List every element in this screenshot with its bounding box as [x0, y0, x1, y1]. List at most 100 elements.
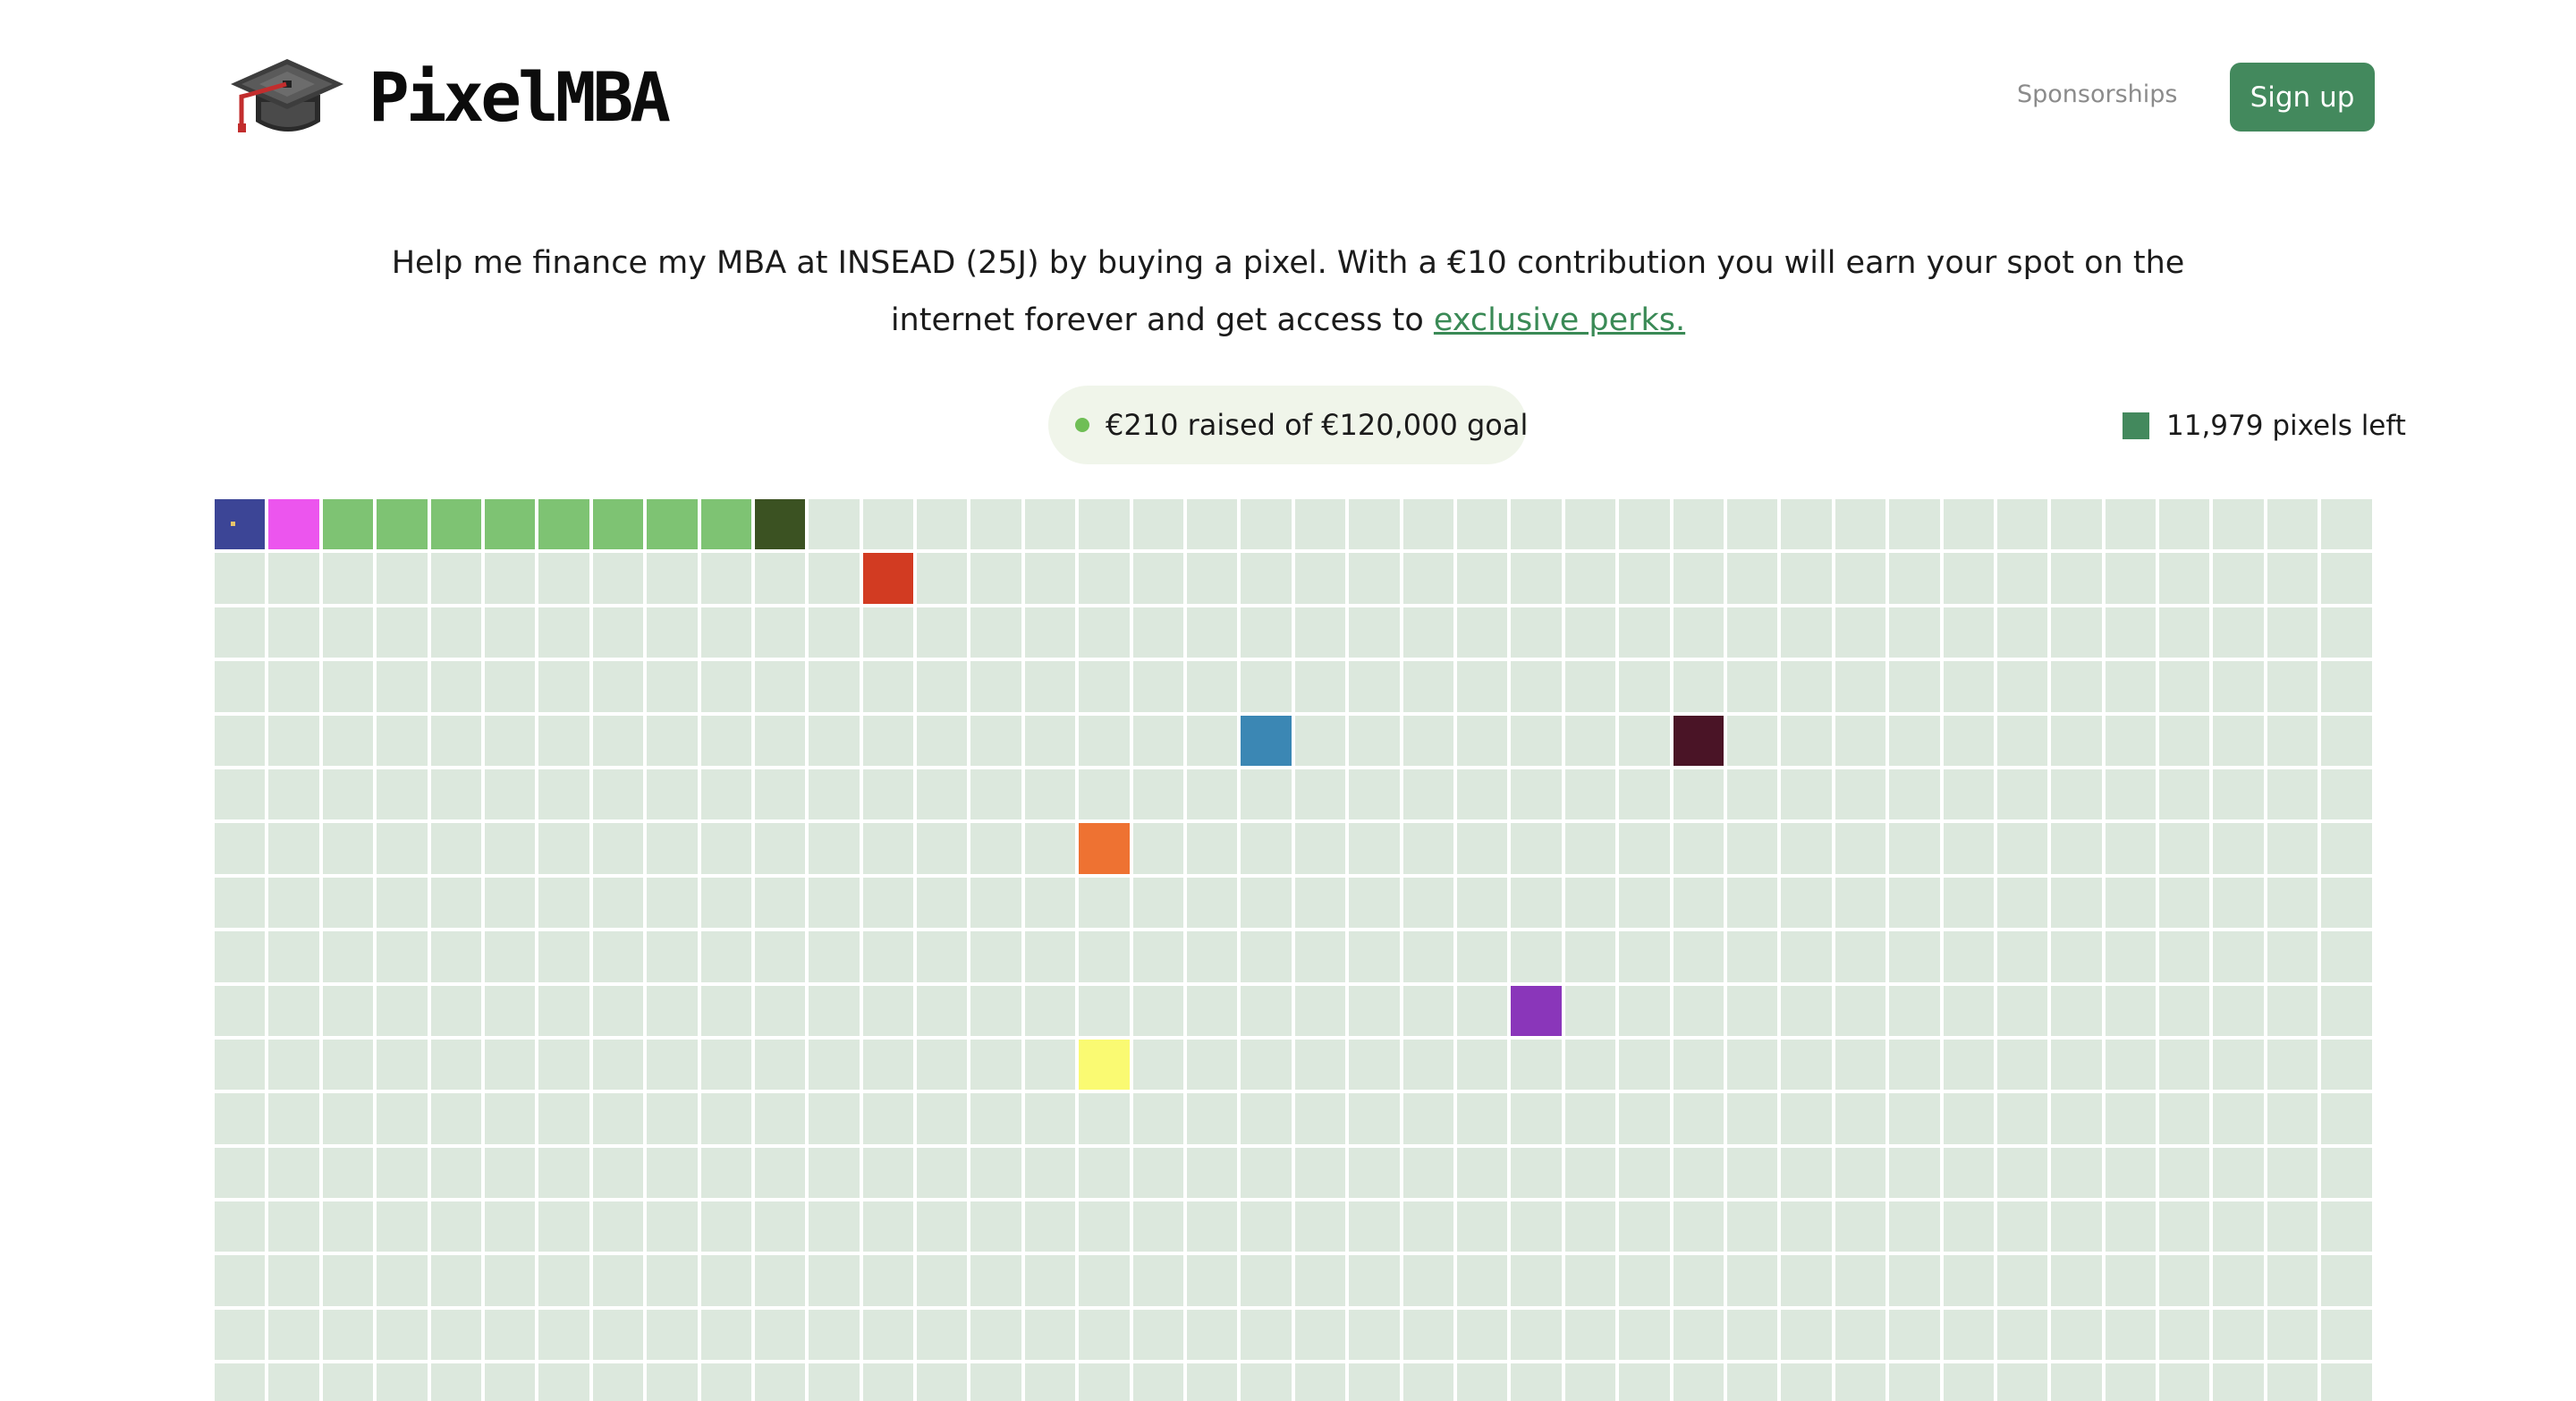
pixel-available[interactable]: [1619, 931, 1670, 982]
pixel-available[interactable]: [1079, 768, 1130, 820]
pixel-available[interactable]: [1619, 715, 1670, 766]
pixel-available[interactable]: [809, 1039, 860, 1091]
pixel-available[interactable]: [754, 877, 806, 929]
pixel-available[interactable]: [1889, 499, 1940, 550]
pixel-available[interactable]: [700, 877, 751, 929]
pixel-available[interactable]: [1187, 877, 1238, 929]
pixel-available[interactable]: [809, 823, 860, 874]
pixel-available[interactable]: [377, 1201, 428, 1252]
pixel-available[interactable]: [1456, 1363, 1508, 1401]
pixel-available[interactable]: [1835, 768, 1886, 820]
pixel-available[interactable]: [647, 1309, 698, 1361]
pixel-available[interactable]: [1673, 877, 1724, 929]
pixel-available[interactable]: [2213, 768, 2264, 820]
pixel-available[interactable]: [2105, 768, 2157, 820]
pixel-available[interactable]: [647, 553, 698, 604]
pixel-available[interactable]: [430, 1039, 481, 1091]
pixel-available[interactable]: [1996, 1363, 2048, 1401]
pixel-available[interactable]: [377, 1093, 428, 1144]
exclusive-perks-link[interactable]: exclusive perks.: [1433, 302, 1686, 338]
pixel-available[interactable]: [1996, 768, 2048, 820]
pixel-available[interactable]: [1835, 931, 1886, 982]
pixel-available[interactable]: [215, 1201, 266, 1252]
pixel-available[interactable]: [2105, 715, 2157, 766]
pixel-available[interactable]: [2105, 877, 2157, 929]
pixel-available[interactable]: [1456, 1039, 1508, 1091]
pixel-available[interactable]: [538, 661, 589, 712]
pixel-available[interactable]: [322, 661, 374, 712]
pixel-available[interactable]: [1294, 1363, 1346, 1401]
pixel-available[interactable]: [1619, 607, 1670, 658]
pixel-available[interactable]: [430, 877, 481, 929]
pixel-available[interactable]: [2321, 1255, 2372, 1306]
pixel-available[interactable]: [484, 823, 536, 874]
pixel-available[interactable]: [377, 1039, 428, 1091]
pixel-available[interactable]: [268, 1255, 319, 1306]
pixel-available[interactable]: [322, 1363, 374, 1401]
pixel-available[interactable]: [1511, 553, 1562, 604]
pixel-available[interactable]: [1024, 1201, 1076, 1252]
pixel-available[interactable]: [754, 768, 806, 820]
pixel-available[interactable]: [1132, 607, 1184, 658]
pixel-available[interactable]: [1996, 607, 2048, 658]
pixel-available[interactable]: [809, 499, 860, 550]
pixel-available[interactable]: [1079, 1363, 1130, 1401]
pixel-available[interactable]: [917, 1201, 968, 1252]
pixel-available[interactable]: [1726, 1363, 1778, 1401]
pixel-available[interactable]: [1511, 1309, 1562, 1361]
pixel-available[interactable]: [1024, 985, 1076, 1036]
pixel-available[interactable]: [2051, 715, 2102, 766]
pixel-available[interactable]: [1619, 1039, 1670, 1091]
pixel-available[interactable]: [2321, 1201, 2372, 1252]
pixel-available[interactable]: [538, 931, 589, 982]
pixel-available[interactable]: [1619, 1309, 1670, 1361]
pixel-available[interactable]: [268, 607, 319, 658]
pixel-available[interactable]: [430, 931, 481, 982]
pixel-available[interactable]: [538, 607, 589, 658]
pixel-available[interactable]: [1943, 931, 1994, 982]
pixel-available[interactable]: [1564, 985, 1616, 1036]
pixel-sold[interactable]: [268, 499, 319, 550]
pixel-sold[interactable]: [1511, 985, 1562, 1036]
pixel-available[interactable]: [1673, 823, 1724, 874]
pixel-available[interactable]: [1673, 768, 1724, 820]
pixel-available[interactable]: [592, 1201, 644, 1252]
pixel-available[interactable]: [1079, 1309, 1130, 1361]
pixel-available[interactable]: [2105, 499, 2157, 550]
pixel-available[interactable]: [1619, 499, 1670, 550]
pixel-available[interactable]: [1889, 1039, 1940, 1091]
pixel-available[interactable]: [1673, 607, 1724, 658]
pixel-available[interactable]: [1241, 768, 1292, 820]
pixel-available[interactable]: [215, 985, 266, 1036]
pixel-available[interactable]: [862, 1147, 914, 1199]
pixel-available[interactable]: [1241, 661, 1292, 712]
pixel-available[interactable]: [1079, 1147, 1130, 1199]
pixel-available[interactable]: [2321, 661, 2372, 712]
pixel-available[interactable]: [754, 1201, 806, 1252]
pixel-available[interactable]: [1241, 1039, 1292, 1091]
pixel-available[interactable]: [1024, 553, 1076, 604]
pixel-available[interactable]: [2159, 1201, 2210, 1252]
pixel-available[interactable]: [538, 1147, 589, 1199]
pixel-available[interactable]: [2051, 823, 2102, 874]
pixel-available[interactable]: [1349, 1147, 1400, 1199]
pixel-available[interactable]: [970, 877, 1021, 929]
pixel-available[interactable]: [647, 985, 698, 1036]
pixel-available[interactable]: [2051, 1039, 2102, 1091]
pixel-available[interactable]: [2105, 1255, 2157, 1306]
pixel-available[interactable]: [1781, 768, 1832, 820]
pixel-available[interactable]: [2267, 768, 2318, 820]
pixel-available[interactable]: [647, 1255, 698, 1306]
pixel-available[interactable]: [268, 1363, 319, 1401]
pixel-available[interactable]: [862, 768, 914, 820]
pixel-available[interactable]: [2213, 823, 2264, 874]
pixel-available[interactable]: [215, 1255, 266, 1306]
pixel-available[interactable]: [862, 1309, 914, 1361]
pixel-available[interactable]: [2159, 768, 2210, 820]
pixel-available[interactable]: [268, 1039, 319, 1091]
pixel-available[interactable]: [1024, 1147, 1076, 1199]
pixel-available[interactable]: [2213, 1147, 2264, 1199]
pixel-sold[interactable]: [430, 499, 481, 550]
pixel-available[interactable]: [1241, 931, 1292, 982]
pixel-available[interactable]: [2213, 607, 2264, 658]
